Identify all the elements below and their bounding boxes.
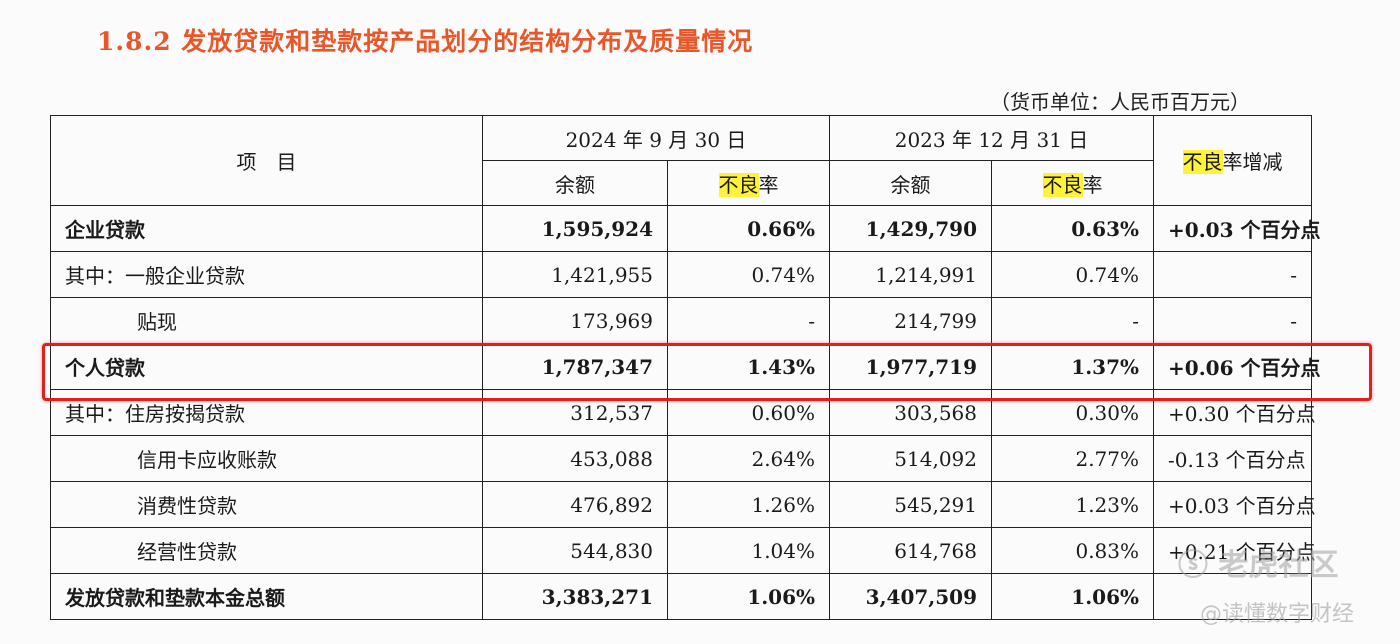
balance-2024: 1,421,955 [482, 251, 668, 298]
balance-2023: 3,407,509 [829, 573, 993, 620]
row-label: 其中：住房按揭贷款 [50, 389, 483, 436]
npl-2023: 1.06% [991, 573, 1155, 620]
header-item: 项 目 [50, 115, 483, 206]
header-row-1: 项 目 2024 年 9 月 30 日 2023 年 12 月 31 日 不良率… [50, 115, 1313, 206]
balance-2023: 614,768 [829, 527, 993, 574]
npl-change: +0.21 个百分点 [1153, 527, 1316, 574]
npl-change: -0.13 个百分点 [1153, 435, 1313, 482]
npl-2023: 1.23% [991, 481, 1155, 528]
header-period-2024: 2024 年 9 月 30 日 [481, 115, 831, 161]
header-balance-2023: 余额 [829, 160, 993, 206]
npl-2023: 0.30% [991, 389, 1155, 436]
balance-2024: 1,595,924 [482, 205, 668, 252]
npl-change: +0.06 个百分点 [1153, 343, 1320, 390]
table-row: 消费性贷款 476,892 1.26% 545,291 1.23% +0.03 … [50, 481, 1316, 528]
row-label: 其中：一般企业贷款 [50, 251, 483, 298]
balance-2023: 1,214,991 [829, 251, 993, 298]
table-row: 企业贷款 1,595,924 0.66% 1,429,790 0.63% +0.… [50, 205, 1320, 252]
npl-2024: 0.74% [666, 251, 831, 298]
header-row-2: 余额 不良率 余额 不良率 [51, 160, 1312, 206]
npl-change: +0.03 个百分点 [1153, 481, 1316, 528]
personal-loans-highlight-box [42, 343, 1372, 401]
balance-2024: 1,787,347 [482, 343, 668, 390]
balance-2024: 453,088 [482, 435, 668, 482]
table-row: 其中：住房按揭贷款 312,537 0.60% 303,568 0.30% +0… [50, 389, 1316, 436]
balance-2023: 1,977,719 [829, 343, 993, 390]
balance-2024: 476,892 [482, 481, 668, 528]
watermark-author: @读懂数字财经 [1200, 602, 1355, 627]
npl-2024: - [666, 297, 831, 344]
row-label: 消费性贷款 [50, 481, 483, 528]
currency-unit-note: （货币单位：人民币百万元） [990, 90, 1250, 114]
loan-structure-table: 项 目 2024 年 9 月 30 日 2023 年 12 月 31 日 不良率… [50, 115, 1320, 620]
balance-2023: 303,568 [829, 389, 993, 436]
npl-2024: 1.43% [666, 343, 831, 390]
npl-change: - [1153, 297, 1313, 344]
table-row: 其中：一般企业贷款 1,421,955 0.74% 1,214,991 0.74… [50, 251, 1313, 298]
row-label: 贴现 [50, 297, 483, 344]
npl-2023: 0.83% [991, 527, 1155, 574]
header-text: 率 [758, 172, 779, 197]
balance-2024: 3,383,271 [482, 573, 668, 620]
highlighted-text: 不良 [1042, 172, 1083, 197]
header-npl-2023: 不良率 [991, 160, 1155, 206]
balance-2024: 312,537 [482, 389, 668, 436]
balance-2024: 544,830 [482, 527, 668, 574]
table-row: 经营性贷款 544,830 1.04% 614,768 0.83% +0.21 … [50, 527, 1316, 574]
table-row-total: 发放贷款和垫款本金总额 3,383,271 1.06% 3,407,509 1.… [50, 573, 1313, 620]
npl-2024: 1.26% [666, 481, 831, 528]
balance-2023: 545,291 [829, 481, 993, 528]
npl-change: - [1153, 251, 1313, 298]
header-period-2023: 2023 年 12 月 31 日 [829, 115, 1155, 161]
table-row: 贴现 173,969 - 214,799 - - [50, 297, 1313, 344]
balance-2023: 214,799 [829, 297, 993, 344]
highlighted-text: 不良 [718, 172, 759, 197]
header-text: 率 [1082, 172, 1103, 197]
row-label: 经营性贷款 [50, 527, 483, 574]
table-row: 信用卡应收账款 453,088 2.64% 514,092 2.77% -0.1… [50, 435, 1313, 482]
header-npl-2024: 不良率 [666, 160, 831, 206]
npl-change: +0.30 个百分点 [1153, 389, 1316, 436]
highlighted-text: 不良 [1182, 150, 1223, 174]
row-label: 企业贷款 [50, 205, 483, 252]
npl-2024: 0.60% [666, 389, 831, 436]
balance-2023: 514,092 [829, 435, 993, 482]
table-row-personal-loans: 个人贷款 1,787,347 1.43% 1,977,719 1.37% +0.… [50, 343, 1320, 390]
row-label: 信用卡应收账款 [50, 435, 483, 482]
npl-2023: 2.77% [991, 435, 1155, 482]
npl-2023: - [991, 297, 1155, 344]
header-balance-2024: 余额 [482, 160, 668, 206]
npl-change: +0.03 个百分点 [1153, 205, 1320, 252]
npl-2024: 2.64% [666, 435, 831, 482]
watermark-community: ⓢ 老虎社区 [1178, 548, 1339, 583]
npl-2023: 1.37% [991, 343, 1155, 390]
section-title: 1.8.2 发放贷款和垫款按产品划分的结构分布及质量情况 [97, 27, 754, 56]
npl-2024: 1.04% [666, 527, 831, 574]
balance-2023: 1,429,790 [829, 205, 993, 252]
header-text: 率增减 [1222, 150, 1283, 174]
npl-2023: 0.63% [991, 205, 1155, 252]
header-npl-change: 不良率增减 [1153, 115, 1313, 206]
row-label: 发放贷款和垫款本金总额 [50, 573, 483, 620]
npl-change [1153, 573, 1313, 620]
npl-2023: 0.74% [991, 251, 1155, 298]
npl-2024: 1.06% [666, 573, 831, 620]
npl-2024: 0.66% [666, 205, 831, 252]
balance-2024: 173,969 [482, 297, 668, 344]
